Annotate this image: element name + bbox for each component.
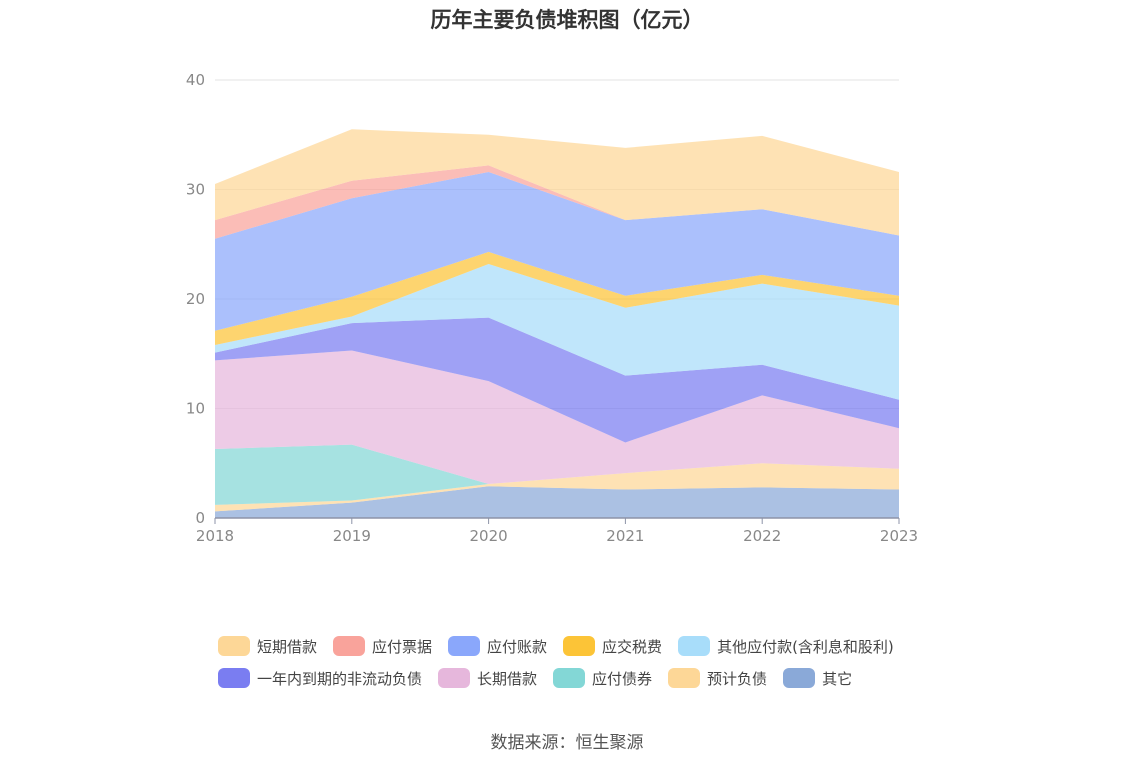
legend-item-应交税费[interactable]: 应交税费 — [563, 636, 662, 657]
legend-label: 长期借款 — [477, 669, 538, 688]
legend-label: 应付账款 — [487, 637, 548, 656]
data-source: 数据来源：恒生聚源 — [490, 733, 644, 753]
legend-item-其他应付款[interactable]: 其他应付款(含利息和股利) — [678, 636, 894, 657]
legend-label: 其他应付款(含利息和股利) — [717, 637, 894, 656]
legend: 短期借款 应付票据 应付账款 应交税费 其他应付款(含利息和股利) 一年内到期的… — [218, 630, 938, 694]
legend-item-短期借款[interactable]: 短期借款 — [218, 636, 317, 657]
legend-item-应付票据[interactable]: 应付票据 — [333, 636, 432, 657]
y-tick-label: 20 — [186, 290, 205, 308]
x-tick-label: 2023 — [880, 527, 918, 545]
area-series — [215, 463, 899, 512]
x-tick-label: 2021 — [606, 527, 644, 545]
legend-swatch — [563, 636, 596, 656]
chart-title: 历年主要负债堆积图（亿元） — [430, 8, 704, 32]
y-tick-label: 30 — [186, 181, 205, 199]
legend-swatch — [218, 636, 250, 656]
area-series — [215, 263, 899, 400]
legend-item-其它[interactable]: 其它 — [783, 668, 852, 689]
area-series — [215, 165, 899, 239]
y-tick-label: 40 — [186, 71, 205, 89]
x-tick-label: 2020 — [470, 527, 508, 545]
area-series — [215, 251, 899, 345]
legend-item-应付债券[interactable]: 应付债券 — [553, 668, 652, 689]
x-tick-label: 2019 — [333, 527, 371, 545]
legend-label: 一年内到期的非流动负债 — [257, 669, 423, 688]
legend-label: 短期借款 — [257, 637, 318, 656]
legend-label: 其它 — [822, 669, 853, 688]
legend-swatch — [668, 668, 701, 688]
legend-item-预计负债[interactable]: 预计负债 — [668, 668, 767, 689]
legend-row-2: 一年内到期的非流动负债 长期借款 应付债券 预计负债 其它 — [218, 662, 938, 694]
area-series — [215, 350, 899, 485]
area-series — [215, 444, 899, 505]
legend-swatch — [438, 668, 471, 688]
legend-item-长期借款[interactable]: 长期借款 — [438, 668, 537, 689]
legend-item-应付账款[interactable]: 应付账款 — [448, 636, 547, 657]
legend-label: 应付债券 — [592, 669, 653, 688]
legend-swatch — [783, 668, 816, 688]
legend-swatch — [218, 668, 250, 688]
x-tick-label: 2018 — [196, 527, 234, 545]
area-series — [215, 317, 899, 443]
legend-label: 应付票据 — [372, 637, 433, 656]
legend-swatch — [678, 636, 711, 656]
legend-label: 应交税费 — [602, 637, 663, 656]
area-series — [215, 486, 899, 518]
legend-swatch — [333, 636, 366, 656]
legend-swatch — [553, 668, 586, 688]
area-series — [215, 171, 899, 331]
y-tick-label: 0 — [195, 509, 205, 527]
legend-row-1: 短期借款 应付票据 应付账款 应交税费 其他应付款(含利息和股利) — [218, 630, 938, 662]
area-series — [215, 129, 899, 236]
x-tick-label: 2022 — [743, 527, 781, 545]
legend-swatch — [448, 636, 481, 656]
y-tick-label: 10 — [186, 400, 205, 418]
legend-label: 预计负债 — [707, 669, 768, 688]
legend-item-一年内到期的非流动负债[interactable]: 一年内到期的非流动负债 — [218, 668, 422, 689]
